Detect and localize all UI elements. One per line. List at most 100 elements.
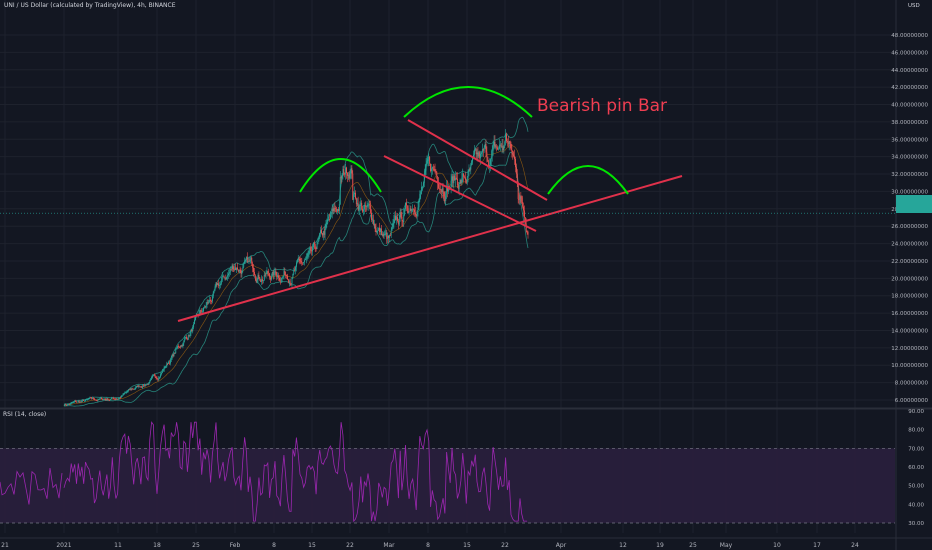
- candle-body: [304, 260, 305, 263]
- time-tick-label: Mar: [383, 542, 395, 549]
- candle-body: [506, 141, 508, 143]
- candle-body: [340, 177, 342, 179]
- candle-body: [526, 230, 528, 232]
- candle-body: [481, 148, 483, 153]
- time-tick-label: 12: [619, 542, 627, 549]
- candle-body: [244, 260, 246, 264]
- candle-body: [344, 173, 346, 175]
- candle-body: [473, 154, 474, 158]
- middle-band: [63, 144, 529, 406]
- candle-body: [468, 169, 470, 172]
- candle-body: [430, 163, 432, 172]
- candle-body: [106, 398, 108, 400]
- candle-body: [246, 256, 248, 263]
- candle-body: [165, 366, 167, 368]
- candle-body: [109, 399, 111, 401]
- candle-body: [141, 387, 143, 389]
- candle-body: [67, 404, 69, 406]
- candle-body: [207, 302, 209, 304]
- candle-body: [114, 398, 116, 400]
- candle-body: [243, 263, 245, 268]
- candle-body: [477, 152, 479, 157]
- candle-body: [115, 399, 117, 400]
- candle-body: [397, 217, 398, 221]
- candle-body: [79, 401, 81, 403]
- candle-body: [415, 214, 417, 217]
- candle-body: [488, 161, 490, 168]
- candle-body: [164, 367, 166, 369]
- candle-body: [189, 333, 191, 337]
- candle-body: [119, 397, 121, 399]
- candle-body: [293, 270, 295, 274]
- channel-lower-line: [383, 155, 537, 232]
- candle-body: [194, 319, 195, 324]
- candle-body: [155, 377, 157, 379]
- candle-body: [157, 378, 159, 380]
- candle-body: [512, 152, 514, 155]
- candle-body: [487, 156, 489, 162]
- candle-body: [279, 280, 281, 282]
- candle-body: [440, 189, 442, 193]
- candle-body: [372, 219, 374, 225]
- candle-body: [516, 174, 518, 182]
- candle-body: [328, 219, 330, 220]
- time-tick-label: 22: [501, 542, 509, 549]
- candle-body: [346, 172, 348, 176]
- candle-body: [211, 296, 213, 302]
- candle-body: [444, 196, 446, 201]
- candle-body: [439, 189, 441, 190]
- candle-body: [191, 329, 193, 332]
- candle-body: [483, 147, 485, 151]
- candle-body: [72, 402, 74, 403]
- price-tick-label: 20.00000000: [891, 276, 928, 282]
- candle-body: [178, 346, 180, 348]
- time-tick-label: 21: [1, 542, 9, 549]
- candle-body: [322, 231, 324, 236]
- candle-body: [138, 385, 140, 387]
- candle-body: [308, 251, 310, 254]
- candle-body: [306, 256, 308, 259]
- candle-body: [510, 143, 512, 151]
- candle-body: [522, 201, 524, 207]
- candle-body: [212, 291, 214, 297]
- candle-body: [356, 202, 358, 205]
- candle-body: [68, 404, 70, 405]
- price-tick-label: 22.00000000: [891, 259, 928, 265]
- current-price-badge: [896, 195, 932, 213]
- candle-body: [256, 280, 258, 283]
- candle-body: [315, 248, 317, 250]
- price-tick-label: 10.00000000: [891, 363, 928, 369]
- candle-body: [408, 211, 410, 213]
- candle-body: [68, 404, 69, 405]
- candle-body: [228, 272, 230, 274]
- candle-body: [313, 242, 315, 245]
- candle-body: [259, 277, 261, 281]
- candle-body: [330, 213, 332, 215]
- candle-body: [374, 224, 376, 229]
- candle-body: [84, 400, 86, 402]
- candle-body: [71, 402, 73, 404]
- candle-body: [501, 146, 503, 148]
- candle-body: [260, 280, 262, 282]
- time-tick-label: 10: [773, 542, 781, 549]
- candle-body: [236, 267, 237, 270]
- candle-body: [494, 141, 496, 148]
- candle-body: [334, 208, 336, 210]
- candle-body: [253, 271, 255, 276]
- candle-body: [128, 389, 130, 391]
- price-tick-label: 46.00000000: [891, 50, 928, 56]
- candle-body: [188, 335, 190, 337]
- candle-body: [97, 399, 99, 401]
- rsi-tick-label: 50.00: [908, 484, 924, 490]
- candle-body: [312, 242, 314, 248]
- candle-body: [317, 241, 319, 245]
- candle-body: [503, 146, 505, 150]
- candle-body: [398, 218, 400, 225]
- candle-body: [436, 172, 438, 178]
- candle-body: [228, 273, 229, 276]
- candle-body: [389, 235, 391, 236]
- candle-body: [175, 349, 177, 354]
- candle-body: [491, 150, 493, 157]
- candle-body: [361, 202, 363, 209]
